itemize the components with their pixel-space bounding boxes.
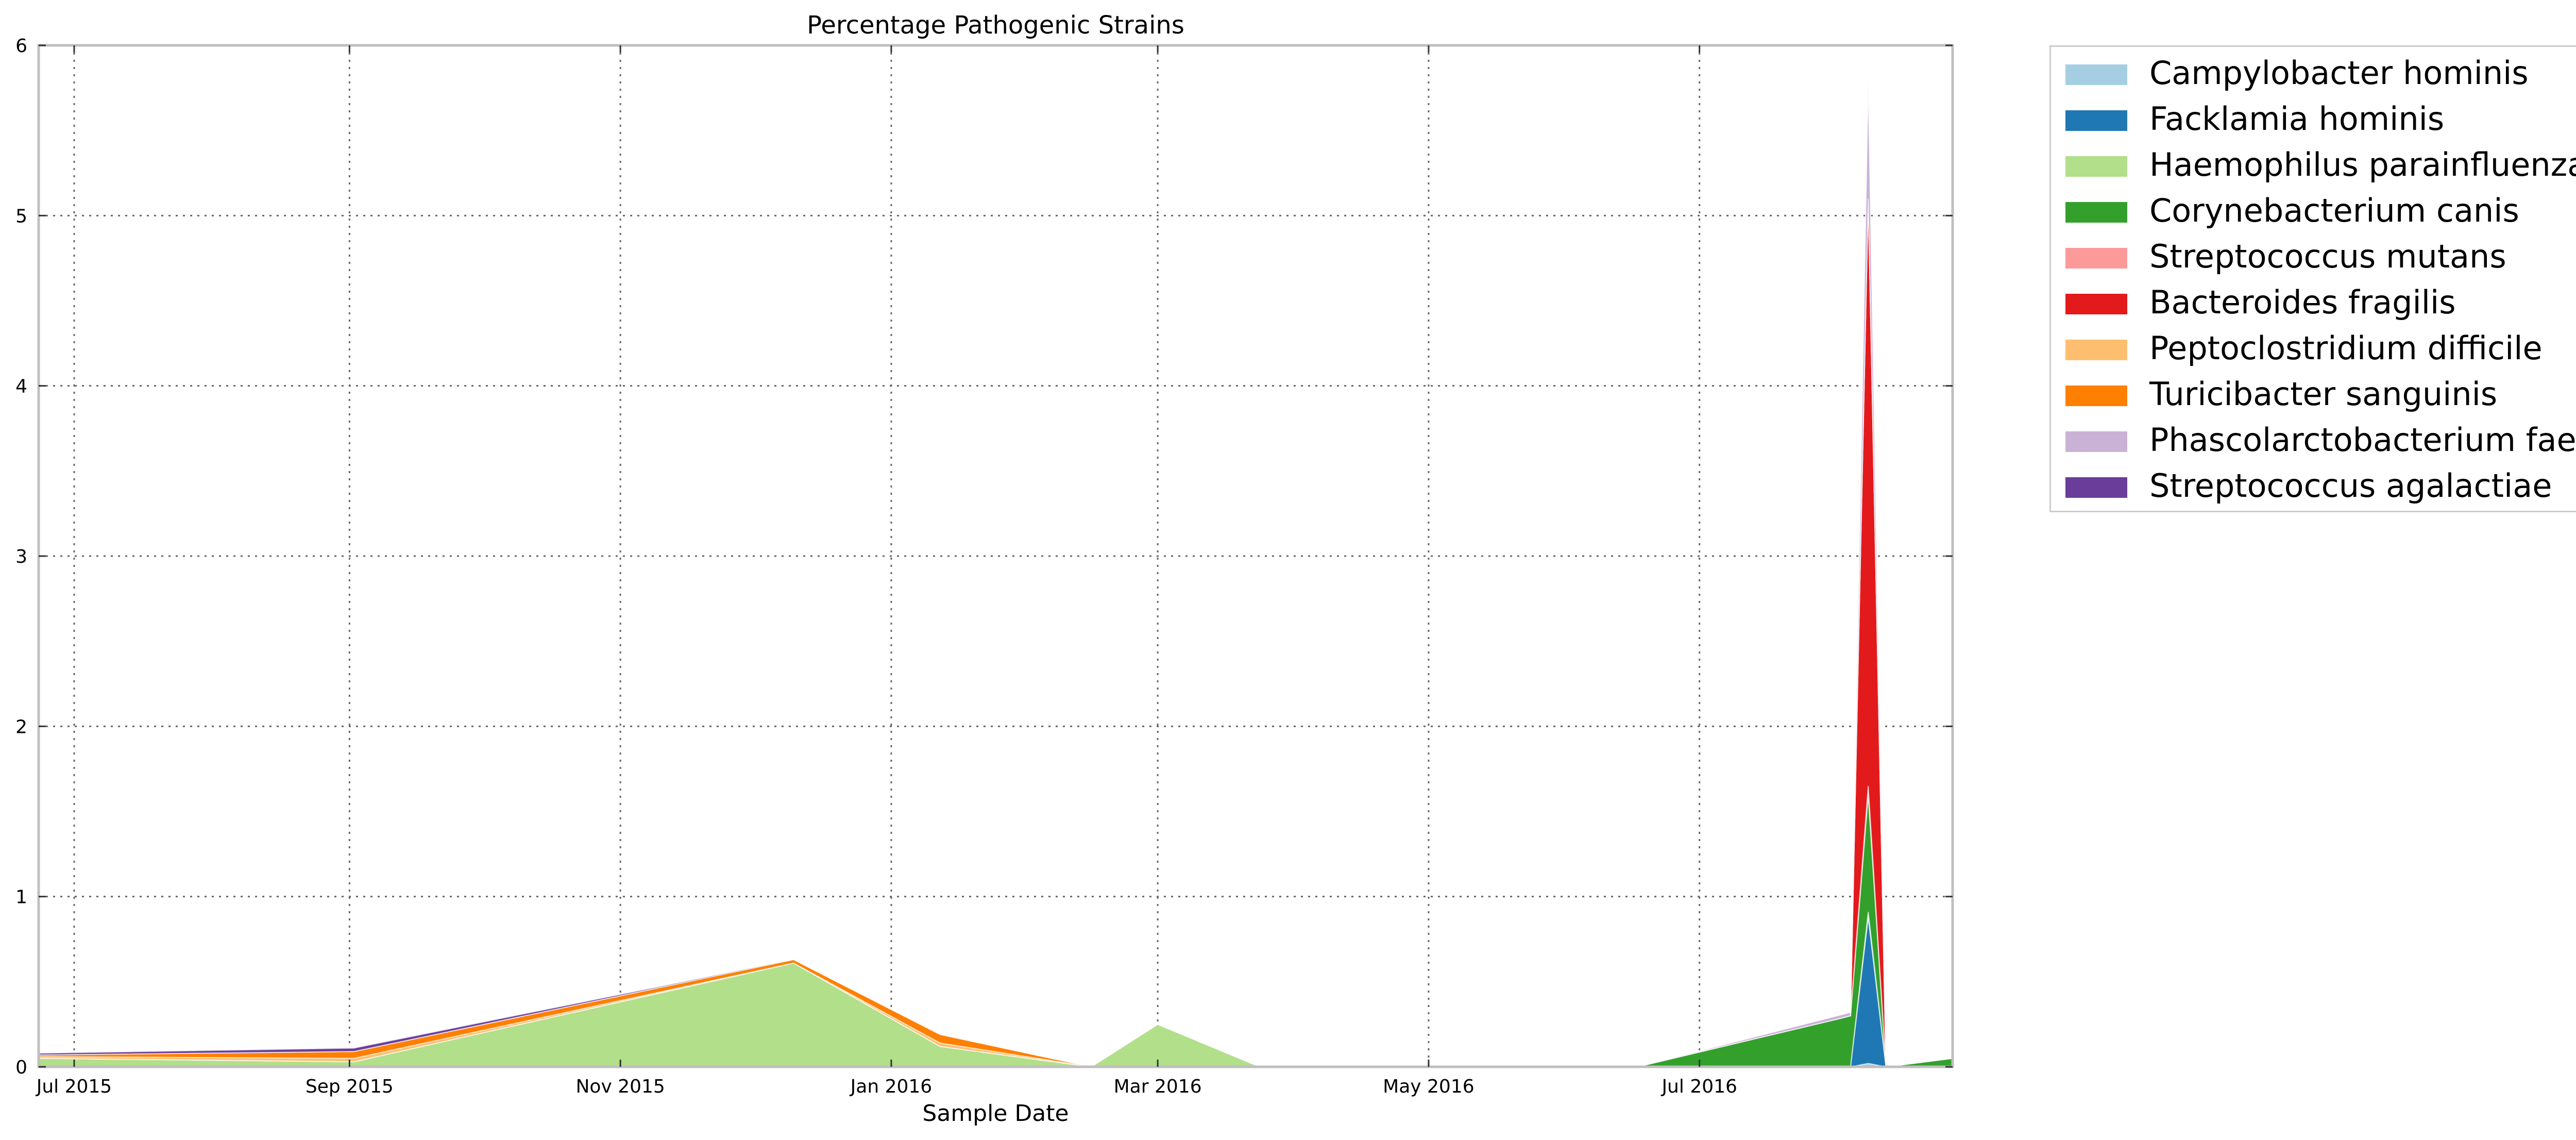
y-tick-label: 4 xyxy=(15,376,27,397)
legend-item-streptococcus-mutans: Streptococcus mutans xyxy=(2051,240,2576,274)
legend-swatch xyxy=(2065,431,2127,452)
x-tick-label: Jan 2016 xyxy=(850,1076,933,1097)
legend-label: Phascolarctobacterium faecium xyxy=(2149,421,2576,459)
y-tick-label: 6 xyxy=(15,36,27,57)
x-tick-label: Jul 2015 xyxy=(36,1076,112,1097)
legend: Campylobacter hominis Facklamia hominis Ha… xyxy=(2049,45,2576,512)
legend-item-campylobacter-hominis: Campylobacter hominis xyxy=(2051,56,2576,90)
area-streptococcus-agalactiae xyxy=(38,79,1953,1068)
legend-item-facklamia-hominis: Facklamia hominis xyxy=(2051,102,2576,136)
legend-label: Peptoclostridium difficile xyxy=(2149,329,2543,367)
chart-title: Percentage Pathogenic Strains xyxy=(807,11,1184,40)
legend-swatch xyxy=(2065,202,2127,223)
legend-label: Facklamia hominis xyxy=(2149,100,2445,138)
x-tick-label: Nov 2015 xyxy=(575,1076,665,1097)
legend-swatch xyxy=(2065,110,2127,131)
legend-label: Corynebacterium canis xyxy=(2149,192,2519,229)
area-corynebacterium-canis xyxy=(38,794,1953,1068)
area-haemophilus-parainfluenzae xyxy=(38,912,1953,1068)
x-tick-label: Sep 2015 xyxy=(306,1076,394,1097)
legend-item-haemophilus-parainfluenzae: Haemophilus parainfluenzae xyxy=(2051,148,2576,182)
y-tick-label: 2 xyxy=(15,716,27,737)
legend-label: Haemophilus parainfluenzae xyxy=(2149,146,2576,183)
legend-swatch xyxy=(2065,385,2127,406)
x-tick-label: Jul 2016 xyxy=(1660,1076,1737,1097)
area-peptoclostridium-difficile xyxy=(38,198,1953,1068)
legend-item-peptoclostridium-difficile: Peptoclostridium difficile xyxy=(2051,331,2576,365)
x-axis-label: Sample Date xyxy=(922,1100,1069,1127)
legend-item-bacteroides-fragilis: Bacteroides fragilis xyxy=(2051,286,2576,320)
legend-item-turicibacter-sanguinis: Turicibacter sanguinis xyxy=(2051,377,2576,411)
y-tick-label: 3 xyxy=(15,546,27,567)
legend-label: Bacteroides fragilis xyxy=(2149,283,2456,321)
x-tick-label: Mar 2016 xyxy=(1114,1076,1202,1097)
x-tick-label: May 2016 xyxy=(1383,1076,1475,1097)
legend-label: Turicibacter sanguinis xyxy=(2149,375,2498,413)
legend-label: Streptococcus mutans xyxy=(2149,238,2506,275)
legend-label: Campylobacter hominis xyxy=(2149,54,2529,92)
area-phascolarctobacterium-faecium xyxy=(38,79,1953,1068)
axis-ticks: Jul 2015 Sep 2015 Nov 2015 Jan 2016 Mar 2016… xyxy=(15,36,1953,1097)
area-facklamia-hominis xyxy=(39,917,1953,1067)
legend-label: Streptococcus agalactiae xyxy=(2149,467,2552,505)
y-tick-label: 5 xyxy=(15,206,27,227)
plot-frame xyxy=(37,44,1954,1068)
legend-item-corynebacterium-canis: Corynebacterium canis xyxy=(2051,194,2576,228)
y-tick-label: 1 xyxy=(15,887,27,908)
legend-swatch xyxy=(2065,156,2127,177)
area-streptococcus-mutans xyxy=(38,785,1953,1068)
legend-item-streptococcus-agalactiae: Streptococcus agalactiae xyxy=(2051,469,2576,503)
plot-areas xyxy=(38,79,1953,1068)
legend-swatch xyxy=(2065,477,2127,498)
area-turicibacter-sanguinis xyxy=(38,198,1953,1068)
legend-swatch xyxy=(2065,64,2127,85)
y-tick-label: 0 xyxy=(15,1057,27,1078)
legend-swatch xyxy=(2065,248,2127,269)
area-bacteroides-fragilis xyxy=(38,198,1953,1068)
legend-swatch xyxy=(2065,340,2127,360)
gridlines xyxy=(39,45,1953,1067)
legend-swatch xyxy=(2065,294,2127,314)
legend-item-phascolarctobacterium-faecium: Phascolarctobacterium faecium xyxy=(2051,423,2576,457)
